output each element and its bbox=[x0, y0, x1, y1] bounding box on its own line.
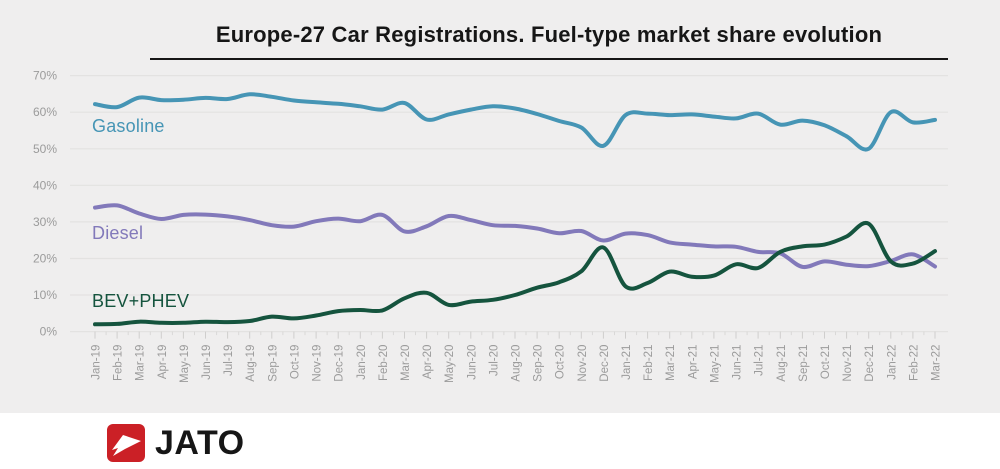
svg-text:Jul-21: Jul-21 bbox=[754, 345, 766, 376]
jato-logo-text: JATO bbox=[155, 424, 245, 462]
series-label-diesel: Diesel bbox=[92, 223, 144, 243]
svg-text:Nov-19: Nov-19 bbox=[312, 345, 324, 382]
svg-text:Nov-20: Nov-20 bbox=[577, 345, 589, 382]
svg-text:Sep-19: Sep-19 bbox=[267, 345, 279, 382]
svg-text:May-21: May-21 bbox=[709, 345, 721, 383]
svg-text:0%: 0% bbox=[40, 325, 58, 339]
gridlines bbox=[70, 74, 948, 333]
svg-text:Jan-21: Jan-21 bbox=[621, 345, 633, 380]
svg-text:Jul-20: Jul-20 bbox=[488, 345, 500, 376]
svg-text:50%: 50% bbox=[33, 142, 57, 156]
svg-text:Feb-21: Feb-21 bbox=[643, 345, 655, 381]
x-axis-labels: Jan-19 Feb-19 Mar-19 Apr-19 May-19 Jun-19 Jul-… bbox=[91, 345, 943, 383]
svg-text:Jan-19: Jan-19 bbox=[91, 345, 103, 380]
svg-text:Oct-19: Oct-19 bbox=[289, 345, 301, 380]
svg-text:30%: 30% bbox=[33, 215, 57, 229]
svg-text:10%: 10% bbox=[33, 288, 57, 302]
svg-text:Mar-22: Mar-22 bbox=[931, 345, 943, 381]
svg-text:Feb-22: Feb-22 bbox=[908, 345, 920, 381]
svg-text:May-20: May-20 bbox=[444, 345, 456, 383]
svg-text:Jun-21: Jun-21 bbox=[732, 345, 744, 380]
svg-text:Mar-19: Mar-19 bbox=[135, 345, 147, 381]
svg-text:Aug-20: Aug-20 bbox=[511, 345, 523, 382]
svg-text:Feb-19: Feb-19 bbox=[113, 345, 125, 381]
svg-text:Dec-20: Dec-20 bbox=[599, 345, 611, 382]
svg-text:Dec-19: Dec-19 bbox=[334, 345, 346, 382]
series-line-bev-phev bbox=[93, 220, 937, 327]
svg-text:Jun-19: Jun-19 bbox=[201, 345, 213, 380]
chart-title: Europe-27 Car Registrations. Fuel-type m… bbox=[150, 22, 948, 60]
jato-logo: JATO bbox=[107, 424, 245, 462]
svg-text:Apr-20: Apr-20 bbox=[422, 345, 434, 380]
svg-text:Mar-21: Mar-21 bbox=[665, 345, 677, 381]
svg-text:40%: 40% bbox=[33, 178, 57, 192]
svg-text:Apr-21: Apr-21 bbox=[687, 345, 699, 380]
svg-text:Sep-20: Sep-20 bbox=[533, 345, 545, 382]
svg-text:Nov-21: Nov-21 bbox=[842, 345, 854, 382]
series-line-diesel bbox=[93, 203, 937, 270]
y-axis-labels: 0% 10% 20% 30% 40% 50% 60% 70% bbox=[33, 69, 57, 339]
series-label-gasoline: Gasoline bbox=[92, 116, 165, 136]
svg-text:Aug-19: Aug-19 bbox=[245, 345, 257, 382]
svg-text:Aug-21: Aug-21 bbox=[776, 345, 788, 382]
svg-text:Mar-20: Mar-20 bbox=[400, 345, 412, 381]
svg-text:Jun-20: Jun-20 bbox=[466, 345, 478, 380]
svg-text:Sep-21: Sep-21 bbox=[798, 345, 810, 382]
svg-text:Dec-21: Dec-21 bbox=[864, 345, 876, 382]
svg-text:Oct-20: Oct-20 bbox=[555, 345, 567, 380]
svg-text:60%: 60% bbox=[33, 105, 57, 119]
chart-plot: 0% 10% 20% 30% 40% 50% 60% 70% Jan-19 Feb-19 Mar-1… bbox=[33, 69, 948, 383]
jato-logo-icon bbox=[107, 424, 145, 462]
svg-text:Jan-20: Jan-20 bbox=[356, 345, 368, 380]
series-label-bev-phev: BEV+PHEV bbox=[92, 291, 190, 311]
svg-text:Apr-19: Apr-19 bbox=[157, 345, 169, 380]
svg-text:Oct-21: Oct-21 bbox=[820, 345, 832, 380]
chart-background bbox=[0, 0, 1000, 413]
series-lines bbox=[93, 92, 937, 327]
svg-text:20%: 20% bbox=[33, 252, 57, 266]
x-axis-ticks bbox=[94, 331, 936, 339]
svg-text:Jan-22: Jan-22 bbox=[886, 345, 898, 380]
svg-text:Jul-19: Jul-19 bbox=[223, 345, 235, 376]
series-line-gasoline bbox=[93, 92, 937, 152]
svg-text:70%: 70% bbox=[33, 69, 57, 83]
svg-text:Feb-20: Feb-20 bbox=[378, 345, 390, 381]
svg-text:May-19: May-19 bbox=[179, 345, 191, 383]
